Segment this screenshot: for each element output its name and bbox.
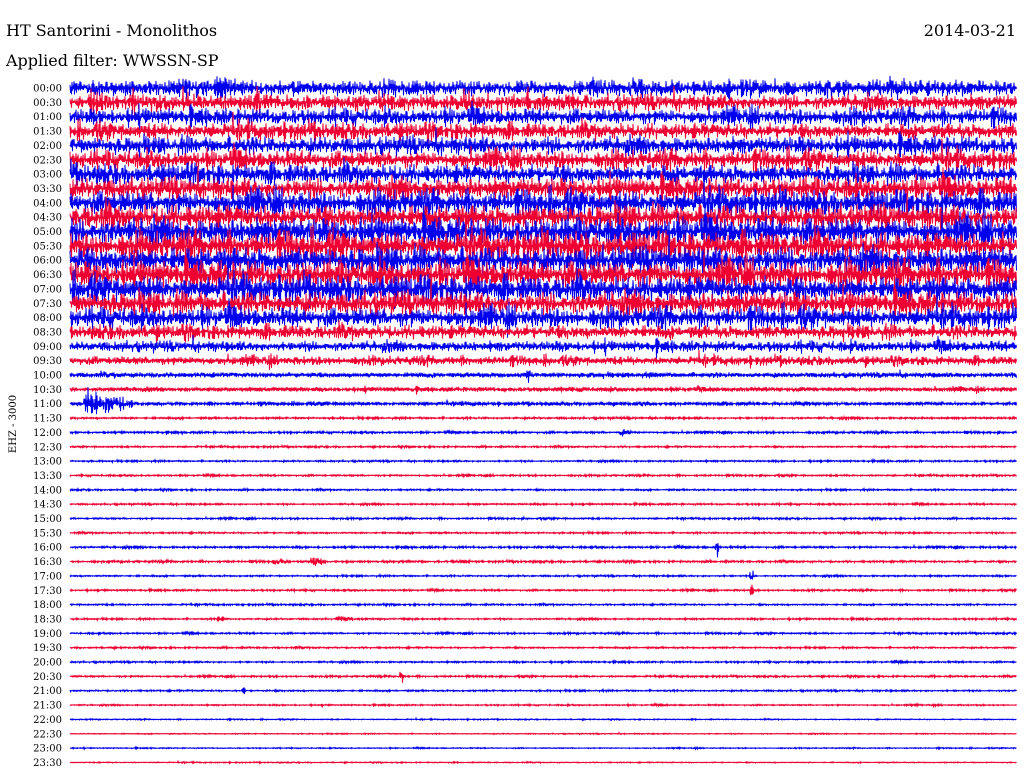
time-label: 09:00 xyxy=(33,342,62,353)
trace-line xyxy=(69,157,1017,191)
trace-line xyxy=(69,294,1017,338)
trace-line xyxy=(69,166,1017,214)
trace-line xyxy=(69,687,1017,695)
time-label: 16:30 xyxy=(33,557,62,568)
time-label: 16:00 xyxy=(33,543,62,554)
trace-line xyxy=(69,387,1017,415)
time-label: 17:00 xyxy=(33,571,62,582)
time-label: 20:00 xyxy=(33,658,62,669)
time-label: 07:30 xyxy=(33,299,62,310)
trace-line xyxy=(69,529,1017,536)
time-label: 22:00 xyxy=(33,715,62,726)
time-label: 08:00 xyxy=(33,313,62,324)
trace-line xyxy=(69,138,1017,179)
trace-line xyxy=(69,500,1017,508)
trace-line xyxy=(69,570,1017,580)
time-label: 07:00 xyxy=(33,284,62,295)
trace-line xyxy=(69,126,1017,167)
trace-line xyxy=(69,100,1017,136)
trace-line xyxy=(69,349,1017,370)
time-label-group: 00:00 00:30 01:00 01:30 02:00 02:30 03:00 03:30… xyxy=(33,84,62,769)
time-label: 00:00 xyxy=(33,84,62,95)
time-label: 21:00 xyxy=(33,686,62,697)
time-label: 03:30 xyxy=(33,184,62,195)
trace-line xyxy=(69,731,1017,736)
trace-line xyxy=(69,85,1017,120)
time-label: 08:30 xyxy=(33,327,62,338)
time-label: 15:00 xyxy=(33,514,62,525)
station-title: HT Santorini - Monolithos xyxy=(6,21,217,40)
time-label: 02:30 xyxy=(33,155,62,166)
trace-line xyxy=(69,658,1017,666)
trace-line xyxy=(69,557,1017,567)
trace-line xyxy=(69,515,1017,522)
trace-line xyxy=(69,369,1017,383)
trace-line xyxy=(69,279,1017,331)
time-label: 05:00 xyxy=(33,227,62,238)
trace-line xyxy=(69,629,1017,637)
time-label: 15:30 xyxy=(33,528,62,539)
trace-line xyxy=(69,671,1017,683)
trace-line xyxy=(69,384,1017,395)
channel-label: EHZ - 3000 xyxy=(8,395,19,453)
time-label: 13:30 xyxy=(33,471,62,482)
trace-line xyxy=(69,75,1017,101)
trace-line xyxy=(69,335,1017,359)
trace-line xyxy=(69,745,1017,751)
time-label: 23:30 xyxy=(33,758,62,769)
trace-line xyxy=(69,542,1017,558)
trace-line xyxy=(69,443,1017,450)
time-label: 04:30 xyxy=(33,213,62,224)
trace-line xyxy=(69,472,1017,479)
time-label: 17:30 xyxy=(33,586,62,597)
time-label: 06:00 xyxy=(33,256,62,267)
trace-line xyxy=(69,428,1017,437)
time-label: 05:30 xyxy=(33,241,62,252)
time-label: 10:30 xyxy=(33,385,62,396)
time-label: 13:00 xyxy=(33,457,62,468)
trace-group xyxy=(69,75,1017,766)
time-label: 06:30 xyxy=(33,270,62,281)
trace-line xyxy=(69,259,1017,311)
time-label: 22:30 xyxy=(33,729,62,740)
filter-label: Applied filter: WWSSN-SP xyxy=(5,51,219,70)
trace-line xyxy=(69,457,1017,465)
time-label: 11:00 xyxy=(33,399,62,410)
time-label: 03:00 xyxy=(33,170,62,181)
time-label: 10:00 xyxy=(33,371,62,382)
time-label: 19:30 xyxy=(33,643,62,654)
trace-line xyxy=(69,716,1017,722)
time-label: 20:30 xyxy=(33,672,62,683)
time-label: 01:30 xyxy=(33,127,62,138)
time-label: 09:30 xyxy=(33,356,62,367)
trace-line xyxy=(69,584,1017,596)
trace-line xyxy=(69,615,1017,623)
trace-line xyxy=(69,191,1017,236)
time-label: 23:00 xyxy=(33,744,62,755)
time-label: 21:30 xyxy=(33,701,62,712)
trace-line xyxy=(69,644,1017,651)
trace-line xyxy=(69,759,1017,766)
time-label: 14:00 xyxy=(33,485,62,496)
time-label: 04:00 xyxy=(33,198,62,209)
trace-line xyxy=(69,414,1017,422)
time-label: 00:30 xyxy=(33,98,62,109)
time-label: 18:00 xyxy=(33,600,62,611)
time-label: 19:00 xyxy=(33,629,62,640)
trace-line xyxy=(69,213,1017,270)
time-label: 11:30 xyxy=(33,414,62,425)
trace-line xyxy=(69,319,1017,344)
time-label: 01:00 xyxy=(33,112,62,123)
trace-line xyxy=(69,486,1017,493)
trace-line xyxy=(69,111,1017,146)
time-label: 02:00 xyxy=(33,141,62,152)
time-label: 18:30 xyxy=(33,614,62,625)
time-label: 14:30 xyxy=(33,500,62,511)
trace-line xyxy=(69,701,1017,709)
date-label: 2014-03-21 xyxy=(924,21,1016,40)
trace-line xyxy=(69,601,1017,608)
time-label: 12:00 xyxy=(33,428,62,439)
time-label: 12:30 xyxy=(33,442,62,453)
